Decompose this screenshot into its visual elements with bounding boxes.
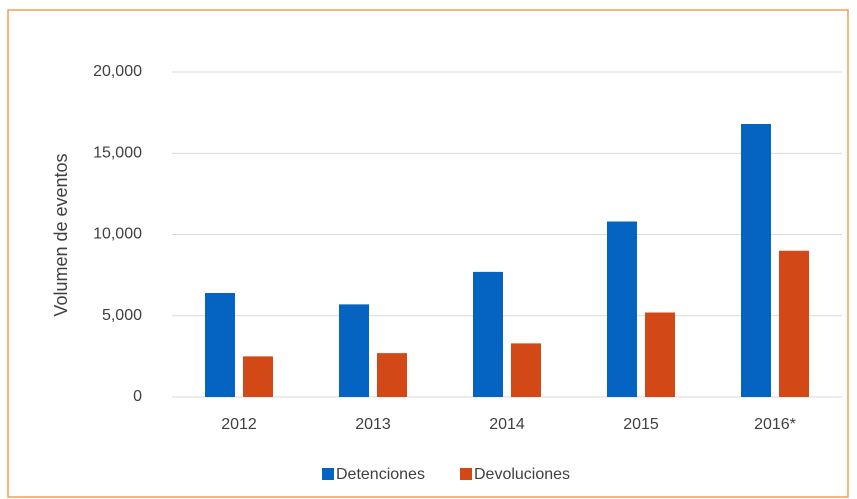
legend-label: Devoluciones	[474, 466, 570, 483]
y-tick-label: 0	[133, 388, 142, 405]
y-tick-label: 10,000	[93, 226, 142, 243]
x-tick-label: 2013	[355, 416, 391, 433]
bar	[779, 250, 809, 397]
legend-swatch	[322, 468, 334, 480]
y-tick-label: 15,000	[93, 144, 142, 161]
y-tick-label: 5,000	[102, 307, 142, 324]
bar	[645, 312, 675, 397]
legend-swatch	[460, 468, 472, 480]
x-tick-label: 2012	[221, 416, 257, 433]
bar	[473, 271, 503, 397]
x-tick-label: 2014	[489, 416, 525, 433]
bar	[377, 353, 407, 397]
bar	[243, 356, 273, 397]
x-tick-label: 2015	[623, 416, 659, 433]
y-tick-label: 20,000	[93, 63, 142, 80]
x-tick-label: 2016*	[754, 416, 796, 433]
bar	[339, 304, 369, 397]
frame	[7, 9, 849, 498]
bar	[511, 343, 541, 397]
legend-label: Detenciones	[336, 466, 425, 483]
bar	[205, 293, 235, 397]
bar	[741, 124, 771, 397]
bar	[607, 221, 637, 397]
y-axis-label: Volumen de eventos	[51, 153, 71, 316]
